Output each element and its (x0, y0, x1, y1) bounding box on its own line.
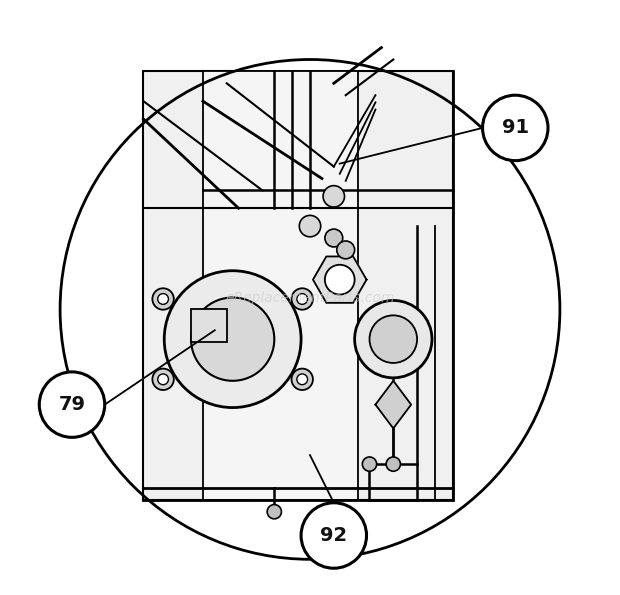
FancyBboxPatch shape (346, 71, 453, 500)
FancyBboxPatch shape (143, 71, 453, 500)
Circle shape (386, 457, 401, 471)
Circle shape (355, 300, 432, 378)
Circle shape (325, 229, 343, 247)
Text: 79: 79 (58, 395, 86, 414)
Circle shape (299, 215, 321, 237)
Circle shape (157, 374, 169, 385)
Circle shape (301, 503, 366, 568)
Circle shape (39, 372, 105, 437)
Circle shape (337, 241, 355, 259)
Circle shape (297, 374, 308, 385)
Circle shape (297, 293, 308, 305)
Circle shape (157, 293, 169, 305)
Circle shape (325, 265, 355, 295)
Circle shape (291, 289, 313, 309)
Polygon shape (313, 256, 366, 303)
Circle shape (291, 368, 313, 390)
FancyBboxPatch shape (191, 309, 227, 342)
FancyBboxPatch shape (143, 71, 250, 500)
Text: 91: 91 (502, 118, 529, 137)
Circle shape (323, 186, 345, 207)
FancyBboxPatch shape (203, 71, 358, 500)
Polygon shape (376, 381, 411, 428)
Circle shape (362, 457, 376, 471)
Text: 92: 92 (321, 526, 347, 545)
Circle shape (153, 368, 174, 390)
Text: eReplacementParts.com: eReplacementParts.com (225, 290, 395, 305)
Circle shape (191, 298, 274, 381)
Circle shape (164, 271, 301, 408)
Circle shape (370, 315, 417, 363)
Circle shape (482, 95, 548, 161)
Circle shape (267, 505, 281, 519)
Circle shape (153, 289, 174, 309)
